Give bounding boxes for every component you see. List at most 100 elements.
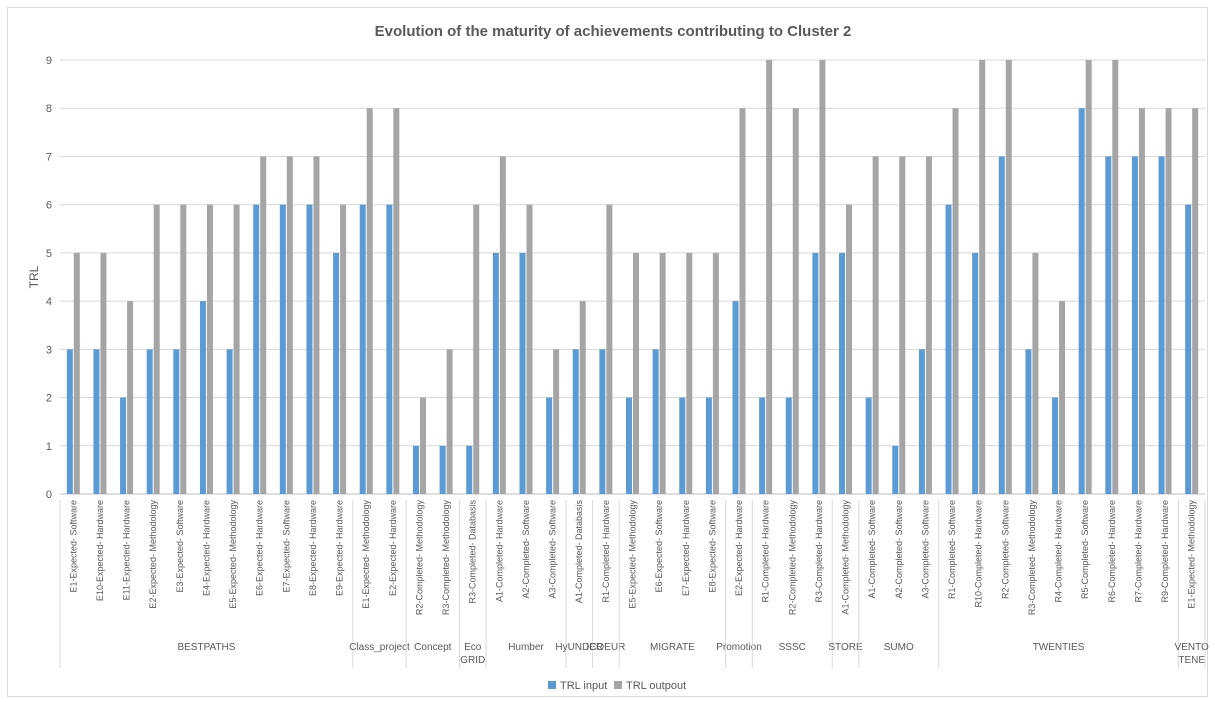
- bar-trl-input: [466, 445, 473, 494]
- x-category-label: E6-Expected- Hardware: [255, 500, 265, 596]
- bar-trl-output: [686, 252, 693, 494]
- bar-trl-output: [1059, 301, 1066, 494]
- bar-trl-input: [1105, 156, 1112, 494]
- group-label: HyUNDER: [555, 642, 603, 653]
- bar-trl-output: [659, 252, 666, 494]
- x-category-label: E2-Expected- Hardware: [734, 500, 744, 596]
- bar-trl-input: [839, 252, 846, 494]
- bar-trl-output: [739, 108, 746, 494]
- bar-trl-input: [865, 397, 872, 494]
- x-category-label: R6-Completed- Hardware: [1107, 500, 1117, 603]
- bar-trl-input: [1052, 397, 1059, 494]
- x-category-label: R2-Completed- Methodology: [787, 500, 797, 616]
- bar-trl-input: [146, 349, 153, 494]
- x-category-label: R3-Completed- Methodology: [441, 500, 451, 616]
- bar-trl-output: [1005, 60, 1012, 494]
- y-tick-label: 8: [46, 103, 52, 115]
- bar-trl-output: [633, 252, 639, 494]
- x-category-label: R3-Completed- Databasis: [468, 500, 478, 604]
- bar-trl-input: [652, 349, 659, 494]
- bar-trl-output: [579, 301, 586, 494]
- bar-trl-input: [66, 349, 73, 494]
- bar-trl-input: [945, 204, 952, 494]
- group-label: Humber: [508, 642, 544, 653]
- bar-trl-output: [473, 204, 480, 494]
- x-category-label: E4-Expected- Hardware: [201, 500, 211, 596]
- group-label: BESTPATHS: [177, 642, 235, 653]
- x-category-label: E1-Expected- Methodology: [1187, 500, 1197, 609]
- x-category-label: A1-Completed- Methodology: [841, 500, 851, 615]
- x-category-label: E9-Expected- Hardware: [335, 500, 345, 596]
- bar-trl-output: [925, 156, 932, 494]
- legend-label: TRL input: [560, 680, 607, 692]
- x-category-label: E5-Expected- Methodology: [228, 500, 238, 609]
- bar-trl-input: [998, 156, 1005, 494]
- group-label: TENE: [1178, 655, 1205, 666]
- bar-trl-output: [526, 204, 533, 494]
- bar-trl-input: [439, 445, 446, 494]
- y-tick-label: 5: [46, 248, 52, 260]
- x-category-label: R4-Completed- Hardware: [1054, 500, 1064, 603]
- bar-trl-input: [1158, 156, 1165, 494]
- bar-trl-input: [359, 204, 366, 494]
- bar-trl-input: [626, 397, 632, 494]
- bar-trl-output: [979, 60, 986, 494]
- bar-trl-input: [253, 204, 260, 494]
- x-category-label: A2-Completed- Software: [521, 500, 531, 599]
- bar-trl-output: [1138, 108, 1145, 494]
- bar-trl-output: [340, 204, 347, 494]
- bar-trl-input: [1131, 156, 1138, 494]
- bar-trl-output: [419, 397, 426, 494]
- y-tick-label: 7: [46, 151, 52, 163]
- x-category-label: A3-Completed- Software: [920, 500, 930, 599]
- bar-trl-input: [412, 445, 419, 494]
- bar-trl-output: [446, 349, 453, 494]
- x-category-label: R3-Completed- Methodology: [1027, 500, 1037, 616]
- y-tick-label: 4: [46, 296, 52, 308]
- bar-trl-input: [1078, 108, 1085, 494]
- y-tick-label: 6: [46, 200, 52, 212]
- group-label: VENTO: [1175, 642, 1209, 653]
- bar-trl-output: [952, 108, 959, 494]
- bar-trl-output: [366, 108, 373, 494]
- bar-trl-input: [93, 349, 100, 494]
- bar-trl-output: [180, 204, 187, 494]
- bar-trl-input: [812, 252, 819, 494]
- bar-trl-input: [892, 445, 899, 494]
- bar-trl-output: [1032, 252, 1039, 494]
- x-category-label: A1-Completed- Software: [867, 500, 877, 599]
- x-category-label: R2-Completed- Methodology: [414, 500, 424, 616]
- bar-trl-output: [766, 60, 773, 494]
- bar-trl-output: [606, 204, 613, 494]
- y-axis-label: TRL: [27, 265, 41, 288]
- chart-title: Evolution of the maturity of achievement…: [375, 23, 852, 40]
- bar-trl-output: [1085, 60, 1092, 494]
- bar-trl-input: [492, 252, 499, 494]
- x-category-label: R5-Completed- Software: [1080, 500, 1090, 599]
- bar-trl-input: [1185, 204, 1192, 494]
- bar-trl-output: [260, 156, 267, 494]
- x-category-label: E3-Expected- Software: [175, 500, 185, 593]
- bar-trl-input: [572, 349, 579, 494]
- x-category-label: R3-Completed- Hardware: [814, 500, 824, 603]
- x-category-label: A1-Completed- Hardware: [494, 500, 504, 602]
- bar-trl-output: [153, 204, 160, 494]
- x-category-label: E7-Expected- Hardware: [681, 500, 691, 596]
- x-category-label: R7-Completed- Hardware: [1133, 500, 1143, 603]
- bar-trl-input: [759, 397, 766, 494]
- x-category-label: R2-Completed- Software: [1000, 500, 1010, 599]
- bar-trl-input: [679, 397, 686, 494]
- bar-trl-output: [712, 252, 719, 494]
- group-label: Promotion: [716, 642, 762, 653]
- legend-swatch-trl-input: [548, 681, 556, 689]
- x-category-label: E1-Expected- Software: [68, 500, 78, 593]
- group-label: GRID: [460, 655, 485, 666]
- legend-label: TRL outpout: [626, 680, 686, 692]
- bar-trl-input: [599, 349, 606, 494]
- bar-trl-output: [899, 156, 906, 494]
- bar-trl-output: [846, 204, 853, 494]
- bar-trl-output: [206, 204, 213, 494]
- x-category-label: E11-Expected- Hardware: [122, 500, 132, 600]
- group-label: STORE: [828, 642, 863, 653]
